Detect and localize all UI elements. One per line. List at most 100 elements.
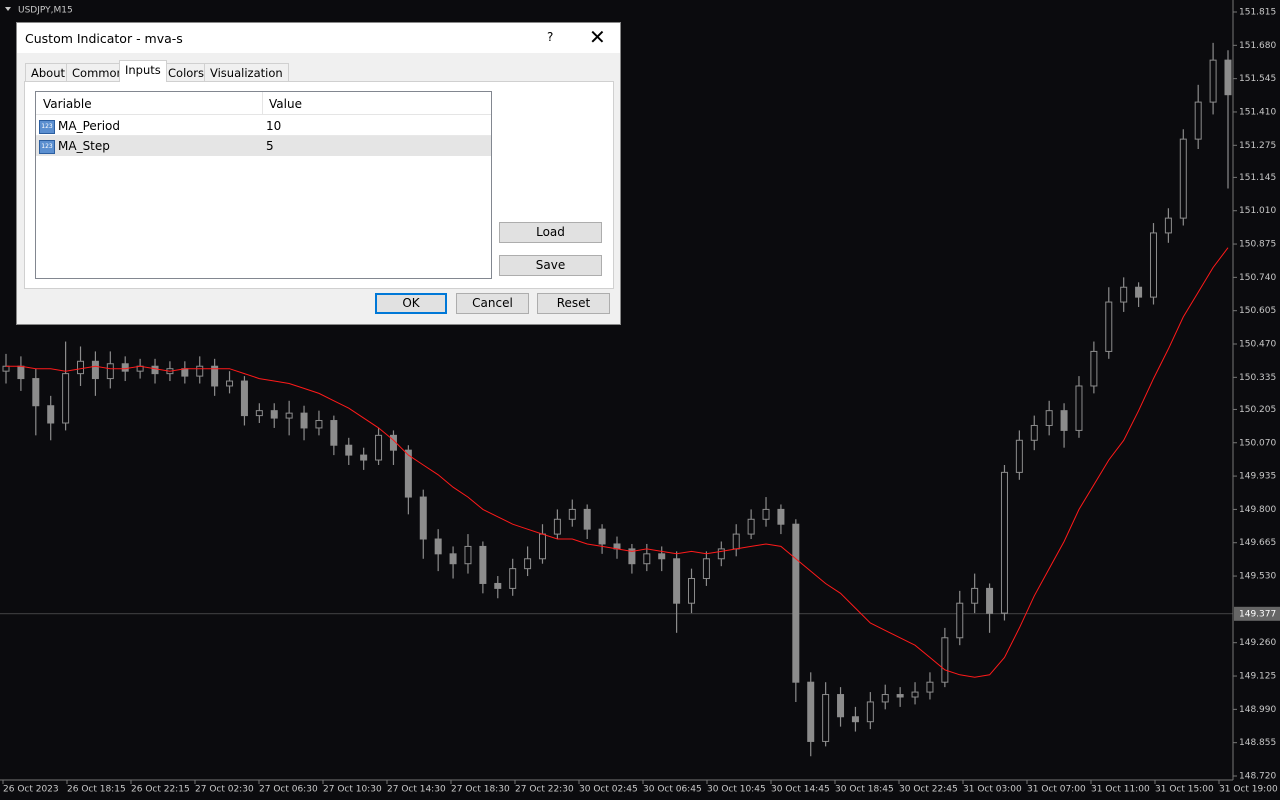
candle-body (91, 360, 99, 380)
candle-body (1149, 232, 1157, 298)
symbol-arrow (5, 7, 11, 11)
y-tick-label: 149.935 (1239, 472, 1276, 482)
candle-body (226, 380, 234, 387)
candle-body (866, 701, 874, 723)
x-tick-label: 31 Oct 11:00 (1091, 785, 1150, 795)
candle-body (509, 568, 517, 589)
x-tick-label: 30 Oct 02:45 (579, 785, 638, 795)
x-tick-label: 27 Oct 10:30 (323, 785, 382, 795)
y-tick-label: 151.410 (1239, 107, 1276, 117)
x-tick-label: 30 Oct 14:45 (771, 785, 830, 795)
tab[interactable]: About (25, 63, 72, 82)
candle-body (792, 523, 800, 683)
cancel-button[interactable]: Cancel (456, 293, 529, 314)
candle-body (62, 373, 70, 424)
reset-button[interactable]: Reset (537, 293, 610, 314)
y-tick-label: 150.740 (1239, 273, 1276, 283)
y-tick-label: 149.530 (1239, 572, 1276, 582)
row-selected[interactable] (36, 136, 491, 156)
save-button[interactable]: Save (499, 255, 602, 276)
candle-body (77, 360, 85, 375)
candle-body (538, 533, 546, 560)
y-tick-label: 148.855 (1239, 738, 1276, 748)
candle-body (1179, 138, 1187, 219)
candle-body (896, 694, 904, 698)
load-button[interactable]: Load (499, 222, 602, 243)
candle-body (345, 444, 353, 456)
int-icon: 123 (39, 120, 55, 134)
candle-body (1135, 286, 1143, 298)
header-cell: Value (269, 97, 302, 111)
inputs-table: Variable Value 123 123 MA_Period 10 MA_S… (35, 91, 492, 279)
y-tick-label: 151.680 (1239, 41, 1276, 51)
candle-body (628, 548, 636, 565)
value-cell[interactable]: 10 (266, 119, 282, 133)
tab[interactable]: Visualization (204, 63, 289, 82)
candle-body (419, 496, 427, 540)
candle-body (837, 694, 845, 718)
x-tick-label: 27 Oct 22:30 (515, 785, 574, 795)
variable-cell[interactable]: MA_Period (58, 119, 120, 133)
current-price-box (1234, 606, 1280, 621)
candle-body (956, 602, 964, 639)
variable-cell[interactable]: MA_Step (58, 139, 110, 153)
symbol-label: USDJPY,M15 (18, 6, 73, 16)
y-tick-label: 150.470 (1239, 340, 1276, 350)
candle-body (553, 518, 561, 535)
candle-body (330, 420, 338, 446)
candle-body (524, 558, 532, 570)
candle-body (717, 548, 725, 560)
candle-body (1060, 410, 1068, 431)
dialog: Custom Indicator - mva-s ? ✕ About Commo… (16, 22, 621, 325)
candle-body (1209, 59, 1217, 103)
candle-body (196, 365, 204, 377)
y-tick-label: 150.070 (1239, 438, 1276, 448)
help-button[interactable]: ? (547, 30, 554, 44)
tab[interactable]: Common (66, 63, 130, 82)
candle-body (1105, 301, 1113, 352)
x-tick-label: 27 Oct 14:30 (387, 785, 446, 795)
candle-body (1164, 217, 1172, 234)
y-tick-label: 149.125 (1239, 672, 1276, 682)
candle-body (404, 449, 412, 498)
candle-body (106, 363, 114, 380)
candle-body (360, 454, 368, 461)
candle-body (822, 694, 830, 742)
y-tick-label: 149.800 (1239, 505, 1276, 515)
candle-body (270, 410, 278, 419)
candle-body (121, 363, 129, 372)
int-icon: 123 (39, 140, 55, 154)
tab-active[interactable]: Inputs (119, 60, 167, 82)
candle-body (1030, 424, 1038, 441)
x-tick-label: 26 Oct 2023 (3, 785, 59, 795)
candle-body (762, 508, 770, 520)
y-tick-label: 151.275 (1239, 141, 1276, 151)
candle-body (702, 558, 710, 580)
close-button[interactable]: ✕ (589, 25, 606, 49)
candle-body (17, 365, 25, 380)
candle-body (688, 578, 696, 604)
candle-body (255, 410, 263, 417)
x-tick-label: 27 Oct 02:30 (195, 785, 254, 795)
ok-button[interactable]: OK (375, 293, 447, 314)
candle-body (1090, 350, 1098, 387)
y-tick-label: 149.260 (1239, 638, 1276, 648)
candle-body (851, 716, 859, 723)
candle-body (643, 553, 651, 565)
candle-body (449, 553, 457, 565)
candle-body (151, 365, 159, 375)
candle-body (464, 545, 472, 565)
candle-body (747, 518, 755, 535)
candle-body (47, 405, 55, 424)
x-tick-label: 31 Oct 07:00 (1027, 785, 1086, 795)
current-price-label: 149.377 (1239, 609, 1276, 619)
tab[interactable]: Colors (162, 63, 211, 82)
candle-body (300, 412, 308, 429)
candle-body (479, 545, 487, 584)
candle-body (1120, 286, 1128, 303)
value-cell[interactable]: 5 (266, 139, 274, 153)
candle-body (285, 412, 293, 419)
candle-body (375, 434, 383, 461)
candle-body (777, 508, 785, 525)
title-bar (17, 23, 620, 53)
